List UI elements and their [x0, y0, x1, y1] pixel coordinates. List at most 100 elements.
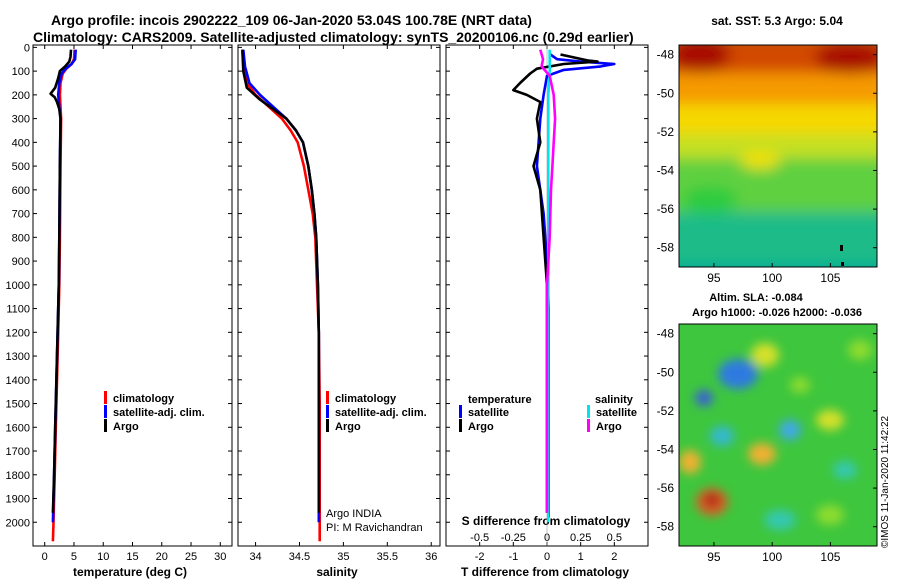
- sst-warm-patch: [815, 45, 877, 74]
- legend-swatch-t-argo: [459, 419, 462, 432]
- depth-tick-label: 800: [12, 232, 30, 244]
- argo-location-marker: [840, 245, 843, 251]
- legend-swatch-climatology: [326, 391, 329, 404]
- depth-tick-label: 1100: [6, 304, 30, 316]
- legend-label-argo: Argo: [113, 421, 139, 433]
- salinity-series-argo: [241, 49, 321, 513]
- sst-heatmap: [679, 45, 877, 267]
- sst_map-lat-label: -58: [657, 241, 675, 255]
- legend-swatch-argo: [104, 419, 107, 432]
- depth-tick-label: 1800: [6, 470, 30, 482]
- sst-band-orange: [679, 70, 877, 104]
- depth-tick-label: 1700: [6, 446, 30, 458]
- sst-band-teal: [679, 205, 877, 265]
- s-difference-tick-label: 0.25: [570, 532, 591, 544]
- difference-xtick-label: -1: [508, 551, 518, 563]
- sla-map-frame: [678, 323, 878, 547]
- salinity-xtick-label: 34.5: [289, 551, 310, 563]
- salinity-series-climatology: [241, 49, 322, 542]
- sla-low-anomaly: [764, 510, 796, 530]
- sst_map-lon-label: 100: [762, 271, 782, 285]
- temperature-axes-frame: [32, 44, 233, 547]
- depth-tick-label: 1300: [6, 351, 30, 363]
- sla-heatmap: [679, 324, 877, 546]
- difference-xtick-label: -2: [475, 551, 485, 563]
- sla-low-anomaly: [695, 390, 713, 406]
- s-difference-tick-label: 0.5: [607, 532, 622, 544]
- depth-tick-label: 1200: [6, 327, 30, 339]
- legend-title-salinity: salinity: [595, 394, 634, 406]
- difference-series-salinity-satellite: [546, 49, 552, 523]
- sla-low-anomaly: [710, 426, 734, 446]
- sla_map-lat-label: -58: [657, 520, 675, 534]
- legend-label-satellite: satellite-adj. clim.: [113, 407, 205, 419]
- imos-credit: ©IMOS 11-Jan-2020 11:42:22: [880, 415, 891, 548]
- temperature-xtick-label: 10: [97, 551, 109, 563]
- sla_map-lon-label: 100: [762, 550, 782, 564]
- depth-tick-label: 200: [12, 90, 30, 102]
- sst_map-lat-label: -52: [657, 125, 675, 139]
- sst-band-yellow: [679, 100, 877, 134]
- temperature-axis-label: temperature (deg C): [73, 565, 187, 579]
- depth-tick-label: 1900: [6, 494, 30, 506]
- depth-tick-label: 0: [24, 42, 30, 54]
- sla-low-anomaly: [718, 359, 758, 389]
- legend-swatch-s-satellite: [587, 405, 590, 418]
- sla_map-lat-label: -54: [657, 442, 675, 456]
- difference-xtick-label: 0: [544, 551, 550, 563]
- salinity-series-satellite-adj-clim-: [242, 49, 321, 523]
- salinity-xtick-label: 36: [425, 551, 437, 563]
- difference-series-salinity-argo: [539, 49, 557, 513]
- temperature-legend: climatology satellite-adj. clim. Argo: [104, 391, 205, 433]
- sla_map-lon-label: 95: [707, 550, 721, 564]
- sst-warm-patch: [679, 45, 730, 73]
- legend-swatch-t-satellite: [459, 405, 462, 418]
- depth-tick-label: 600: [12, 185, 30, 197]
- legend-swatch-climatology: [104, 391, 107, 404]
- sla_map-lat-label: -52: [657, 404, 675, 418]
- s-difference-tick-label: -0.5: [470, 532, 489, 544]
- sla-map-subtitle: Argo h1000: -0.026 h2000: -0.036: [692, 307, 862, 319]
- temperature-xtick-label: 30: [214, 551, 226, 563]
- salinity-xtick-label: 35.5: [377, 551, 398, 563]
- sla-low-anomaly: [833, 461, 857, 479]
- sst_map-lon-label: 105: [820, 271, 840, 285]
- sst-warm-patch: [740, 151, 780, 169]
- depth-tick-label: 2000: [6, 517, 30, 529]
- legend-label-t-argo: Argo: [468, 421, 494, 433]
- t-difference-axis-label: T difference from climatology: [461, 565, 629, 579]
- legend-swatch-argo: [326, 419, 329, 432]
- salinity-axes-frame: [237, 44, 441, 547]
- depth-tick-label: 900: [12, 256, 30, 268]
- depth-tick-label: 1400: [6, 375, 30, 387]
- legend-label-argo: Argo: [335, 421, 361, 433]
- sla-map-title: Altim. SLA: -0.084: [709, 292, 803, 304]
- depth-tick-label: 100: [12, 66, 30, 78]
- float-program-annotation: Argo INDIA: [326, 508, 382, 520]
- difference-xtick-label: 1: [578, 551, 584, 563]
- sla-high-anomaly: [816, 410, 844, 430]
- legend-label-s-argo: Argo: [596, 421, 622, 433]
- sst_map-lat-label: -50: [657, 86, 675, 100]
- sla-high-anomaly: [816, 505, 844, 525]
- sst_map-lon-label: 95: [707, 271, 721, 285]
- legend-label-s-satellite: satellite: [596, 407, 637, 419]
- legend-label-satellite: satellite-adj. clim.: [335, 407, 427, 419]
- sst_map-lat-label: -56: [657, 202, 675, 216]
- sla-low-anomaly: [779, 420, 801, 440]
- sla-high-anomaly: [848, 340, 872, 360]
- legend-label-climatology: climatology: [113, 393, 175, 405]
- legend-swatch-satellite: [326, 405, 329, 418]
- legend-swatch-s-argo: [587, 419, 590, 432]
- salinity-xtick-label: 35: [337, 551, 349, 563]
- sla_map-lon-label: 105: [820, 550, 840, 564]
- salinity-xtick-label: 34: [249, 551, 261, 563]
- depth-tick-label: 1600: [6, 422, 30, 434]
- sla-high-anomaly: [704, 493, 720, 507]
- legend-title-temperature: temperature: [468, 394, 532, 406]
- sla-high-anomaly: [679, 450, 701, 474]
- sla-high-anomaly: [790, 377, 810, 393]
- depth-tick-label: 1500: [6, 399, 30, 411]
- temperature-series-climatology: [51, 49, 76, 542]
